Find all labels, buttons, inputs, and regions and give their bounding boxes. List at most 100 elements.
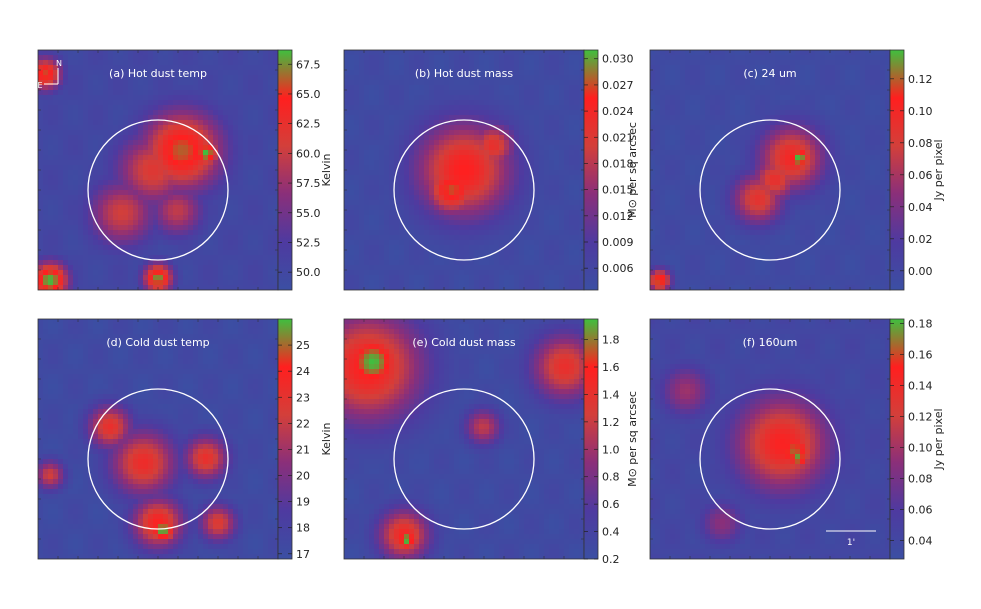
heatmap-cell (359, 210, 365, 216)
colorbar-tick-label: 52.5 (296, 236, 321, 249)
heatmap-cell (359, 135, 365, 141)
heatmap-cell (665, 70, 671, 76)
heatmap-cell (344, 180, 350, 186)
heatmap-cell (183, 65, 189, 71)
heatmap-cell (404, 210, 410, 216)
heatmap-cell (38, 80, 44, 86)
heatmap-cell (364, 80, 370, 86)
heatmap-cell (509, 105, 515, 111)
heatmap-cell (870, 75, 876, 81)
heatmap-cell (93, 255, 99, 261)
heatmap-cell (48, 280, 54, 286)
heatmap-cell (519, 250, 525, 256)
heatmap-cell (178, 100, 184, 106)
heatmap-cell (504, 275, 510, 281)
heatmap-cell (344, 115, 350, 121)
heatmap-cell (88, 85, 94, 91)
heatmap-cell (253, 175, 259, 181)
heatmap-cell (153, 270, 159, 276)
heatmap-cell (399, 200, 405, 206)
heatmap-cell (253, 115, 259, 121)
heatmap-cell (474, 90, 480, 96)
heatmap-cell (564, 225, 570, 231)
heatmap-cell (389, 185, 395, 191)
heatmap-cell (93, 235, 99, 241)
heatmap-cell (359, 280, 365, 286)
heatmap-cell (564, 170, 570, 176)
heatmap-cell (143, 115, 149, 121)
heatmap-cell (173, 130, 179, 136)
heatmap-cell (208, 50, 214, 56)
heatmap-cell (233, 265, 239, 271)
heatmap-cell (820, 50, 826, 56)
heatmap-cell (569, 75, 575, 81)
heatmap-cell (228, 170, 234, 176)
heatmap-cell (128, 260, 134, 266)
heatmap-cell (43, 110, 49, 116)
heatmap-cell (218, 145, 224, 151)
heatmap-cell (98, 225, 104, 231)
heatmap-cell (48, 245, 54, 251)
heatmap-cell (93, 270, 99, 276)
heatmap-cell (243, 205, 249, 211)
heatmap-cell (374, 85, 380, 91)
heatmap-cell (158, 190, 164, 196)
heatmap-cell (133, 140, 139, 146)
heatmap-cell (439, 170, 445, 176)
heatmap-cell (459, 235, 465, 241)
heatmap-cell (168, 50, 174, 56)
heatmap-cell (499, 265, 505, 271)
colorbar-tick-label: 0.012 (602, 210, 634, 223)
heatmap-cell (494, 245, 500, 251)
heatmap-cell (223, 150, 229, 156)
heatmap-cell (504, 215, 510, 221)
heatmap-cell (419, 245, 425, 251)
heatmap-cell (574, 210, 580, 216)
heatmap-cell (268, 205, 274, 211)
heatmap-cell (404, 70, 410, 76)
heatmap-cell (133, 95, 139, 101)
heatmap-cell (524, 200, 530, 206)
heatmap-cell (128, 265, 134, 271)
heatmap-cell (73, 140, 79, 146)
heatmap-cell (554, 110, 560, 116)
heatmap-cell (183, 70, 189, 76)
heatmap-cell (43, 80, 49, 86)
heatmap-cell (860, 50, 866, 56)
heatmap-cell (198, 255, 204, 261)
heatmap-cell (705, 80, 711, 86)
heatmap-cell (364, 285, 370, 290)
heatmap-cell (228, 260, 234, 266)
heatmap-cell (795, 60, 801, 66)
heatmap-cell (715, 75, 721, 81)
heatmap-cell (218, 135, 224, 141)
heatmap-cell (454, 240, 460, 246)
heatmap-cell (815, 60, 821, 66)
heatmap-cell (429, 280, 435, 286)
heatmap-cell (454, 80, 460, 86)
heatmap-cell (830, 55, 836, 61)
heatmap-cell (439, 140, 445, 146)
heatmap-cell (53, 170, 59, 176)
heatmap-cell (218, 140, 224, 146)
heatmap-cell (208, 150, 214, 156)
heatmap-cell (73, 210, 79, 216)
heatmap-cell (579, 220, 584, 226)
heatmap-cell (258, 125, 264, 131)
heatmap-cell (529, 245, 535, 251)
heatmap-cell (148, 260, 154, 266)
heatmap-cell (374, 80, 380, 86)
heatmap-cell (574, 230, 580, 236)
heatmap-cell (424, 245, 430, 251)
heatmap-cell (429, 220, 435, 226)
heatmap-cell (253, 145, 259, 151)
heatmap-cell (499, 215, 505, 221)
heatmap-cell (775, 50, 781, 56)
heatmap-cell (118, 140, 124, 146)
heatmap-cell (419, 220, 425, 226)
heatmap-cell (248, 255, 254, 261)
heatmap-cell (344, 185, 350, 191)
heatmap-cell (349, 275, 355, 281)
heatmap-cell (238, 255, 244, 261)
heatmap-cell (459, 120, 465, 126)
